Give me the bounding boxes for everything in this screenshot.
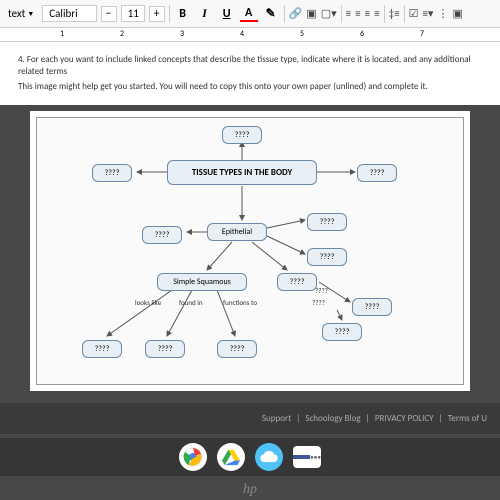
align-right-icon[interactable]: ≡ <box>365 7 370 20</box>
node-bottom-2: ???? <box>145 340 185 358</box>
divider <box>284 5 285 23</box>
drive-icon[interactable] <box>217 443 245 471</box>
document-area: 4. For each you want to include linked c… <box>0 42 500 105</box>
label-question-2: ???? <box>312 298 325 307</box>
align-center-icon[interactable]: ≡ <box>355 7 360 20</box>
font-name-dropdown[interactable]: Calibri <box>42 5 96 22</box>
divider <box>404 5 405 23</box>
align-justify-icon[interactable]: ≡ <box>374 7 379 20</box>
image-icon[interactable]: ▣ <box>306 7 316 20</box>
node-top: ???? <box>222 126 262 144</box>
cloud-icon[interactable] <box>255 443 283 471</box>
laptop-brand: hp <box>0 482 500 498</box>
instruction-text-2: This image might help get you started. Y… <box>18 81 482 93</box>
node-epi-right-top: ???? <box>307 213 347 231</box>
node-left: ???? <box>92 164 132 182</box>
chrome-icon[interactable] <box>179 443 207 471</box>
style-dropdown[interactable]: text ▼ <box>4 5 38 22</box>
footer-bar: Support | Schoology Blog | PRIVACY POLIC… <box>0 403 500 434</box>
line-spacing-icon[interactable]: ‡≡ <box>389 7 400 20</box>
footer-support[interactable]: Support <box>262 413 291 424</box>
underline-button[interactable]: U <box>218 7 236 21</box>
instruction-text-1: 4. For each you want to include linked c… <box>18 54 482 77</box>
insert-icon[interactable]: ▢▾ <box>321 7 337 20</box>
node-far-right-2: ???? <box>322 323 362 341</box>
node-main: TISSUE TYPES IN THE BODY <box>167 160 317 185</box>
text-color-button[interactable]: A <box>240 6 258 22</box>
footer-blog[interactable]: Schoology Blog <box>305 413 360 424</box>
highlight-button[interactable]: ✎ <box>262 6 280 21</box>
node-right: ???? <box>357 164 397 182</box>
more-icon[interactable]: ⋮ <box>437 7 448 20</box>
ruler: 1 2 3 4 5 6 7 <box>0 28 500 42</box>
bullet-list-icon[interactable]: ≡▾ <box>422 7 433 20</box>
node-far-right-1: ???? <box>352 298 392 316</box>
footer-privacy[interactable]: PRIVACY POLICY <box>375 413 434 424</box>
indent-icon[interactable]: ▣ <box>452 7 462 20</box>
label-found-in: found in <box>179 298 203 307</box>
italic-button[interactable]: I <box>196 6 214 21</box>
link-icon[interactable]: 🔗 <box>289 7 303 20</box>
node-epithelial: Epithelial <box>207 223 267 241</box>
diagram: ???? TISSUE TYPES IN THE BODY ???? ???? … <box>36 117 464 385</box>
divider <box>169 5 170 23</box>
label-question-1: ???? <box>315 286 328 295</box>
decrease-font-button[interactable]: − <box>101 6 117 22</box>
node-ss-right: ???? <box>277 273 317 291</box>
checklist-icon[interactable]: ☑ <box>409 7 419 20</box>
align-left-icon[interactable]: ≡ <box>346 7 351 20</box>
node-epi-right-bot: ???? <box>307 248 347 266</box>
increase-font-button[interactable]: + <box>149 6 165 22</box>
divider <box>341 5 342 23</box>
taskbar: ●●● <box>0 438 500 476</box>
node-epi-left: ???? <box>142 226 182 244</box>
bold-button[interactable]: B <box>174 7 192 21</box>
label-functions-to: functions to <box>223 298 257 307</box>
footer-terms[interactable]: Terms of U <box>448 413 487 424</box>
toolbar: text ▼ Calibri − 11 + B I U A ✎ 🔗 ▣ ▢▾ ≡… <box>0 0 500 28</box>
label-looks-like: looks like <box>135 298 161 307</box>
node-simple-squamous: Simple Squamous <box>157 273 247 291</box>
node-bottom-3: ???? <box>217 340 257 358</box>
font-size-input[interactable]: 11 <box>121 5 145 22</box>
diagram-container: ???? TISSUE TYPES IN THE BODY ???? ???? … <box>30 111 470 391</box>
divider <box>384 5 385 23</box>
app-icon[interactable]: ●●● <box>293 446 321 468</box>
node-bottom-1: ???? <box>82 340 122 358</box>
